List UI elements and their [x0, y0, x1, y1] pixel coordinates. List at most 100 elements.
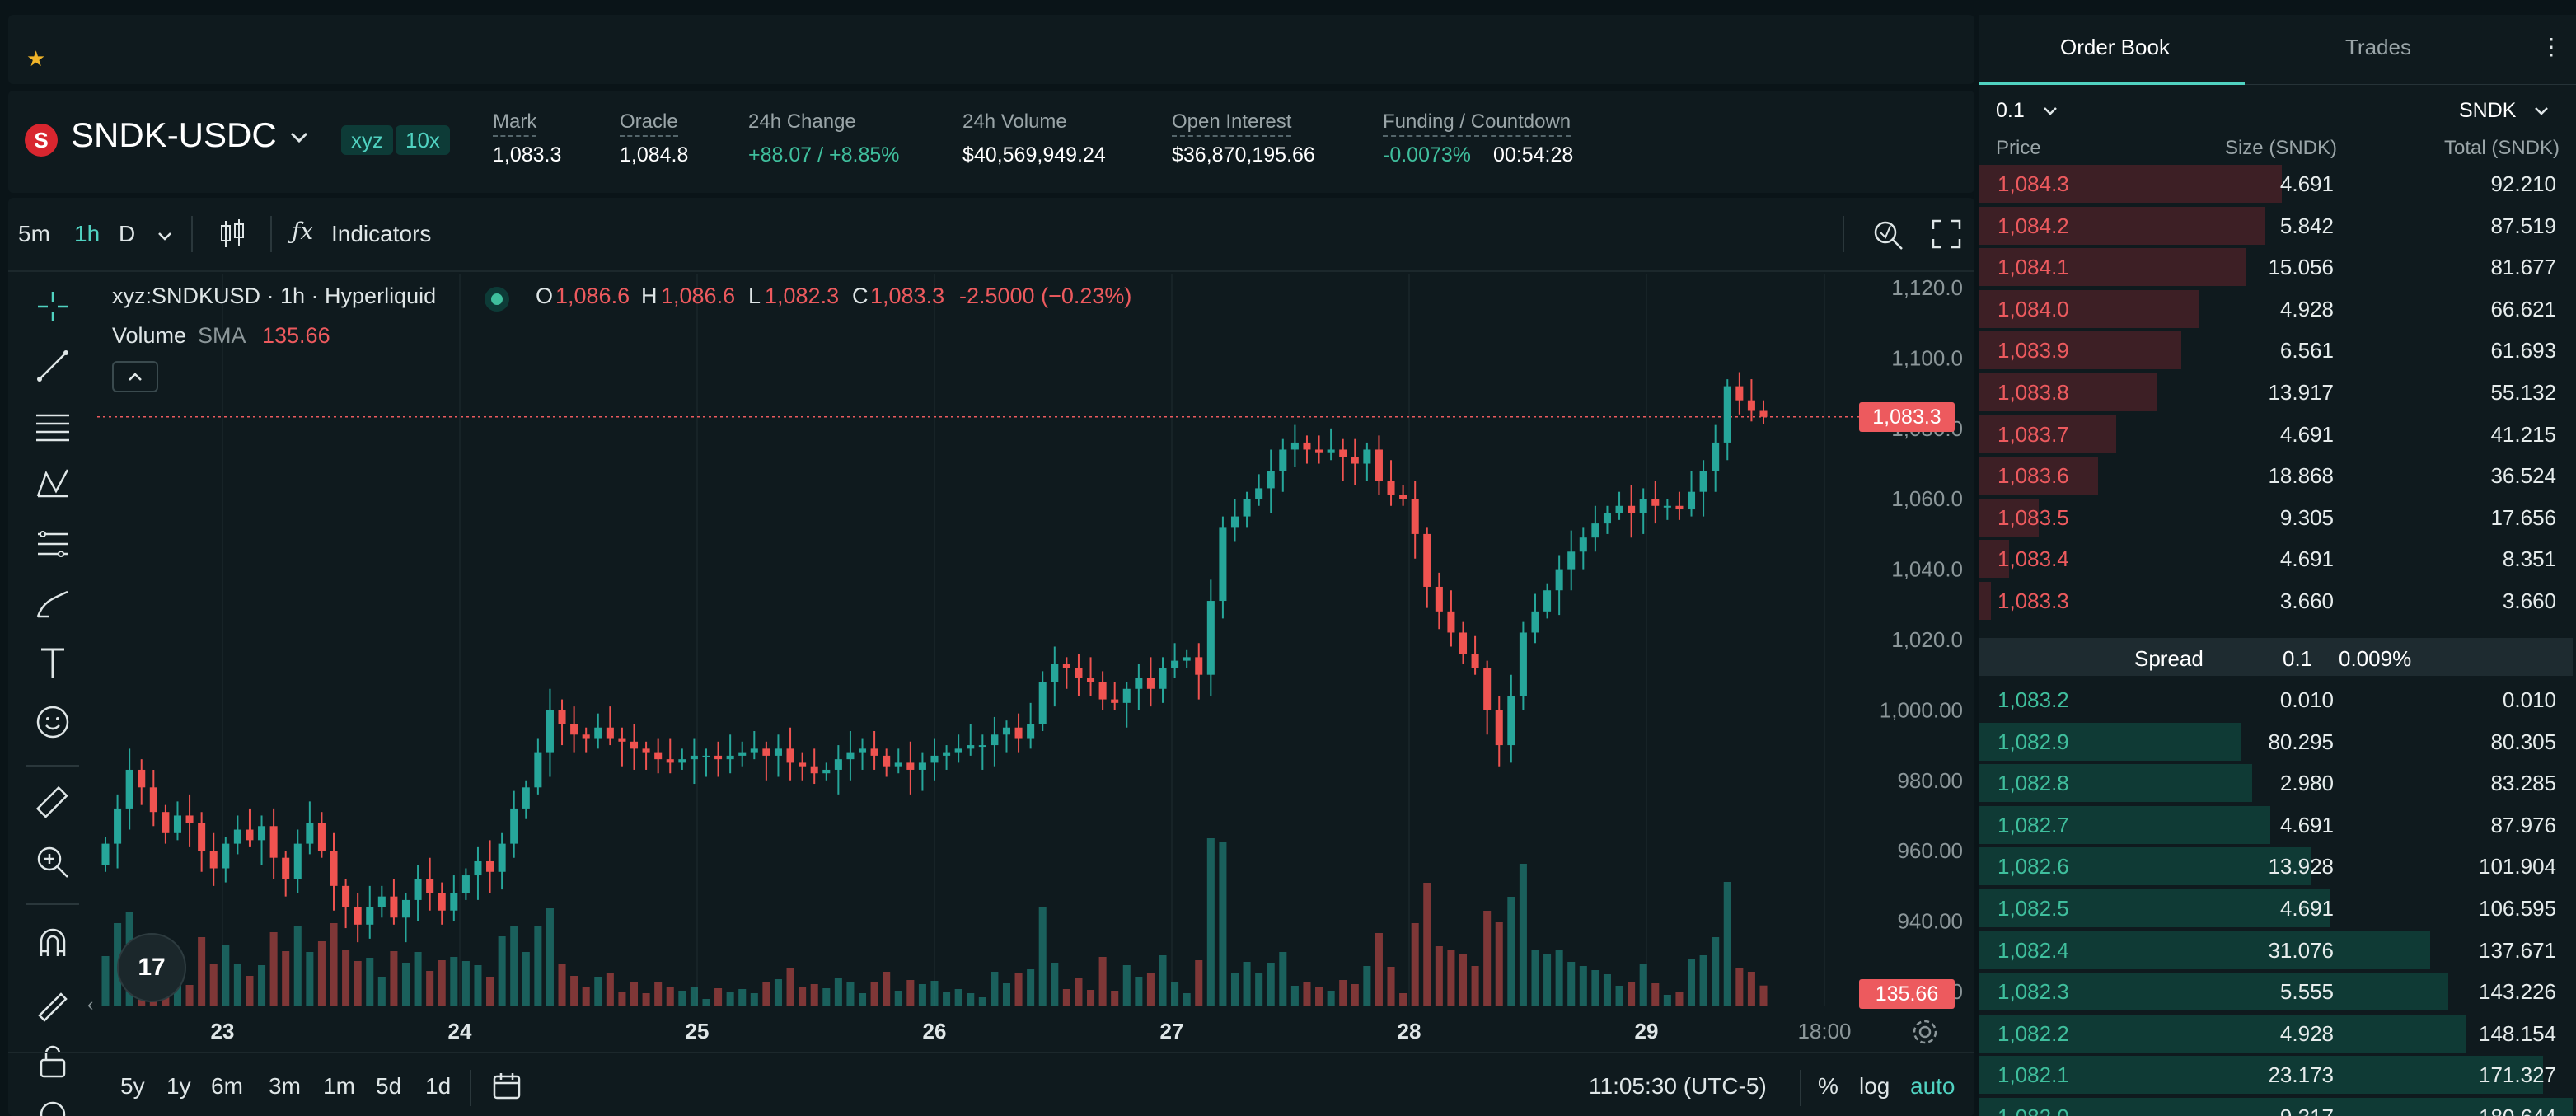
prediction-tool-icon[interactable] — [31, 523, 74, 565]
ask-row[interactable]: 1,083.3 3.660 3.660 — [1979, 580, 2573, 621]
indicators-button[interactable]: Indicators — [331, 221, 432, 246]
candles-icon[interactable] — [214, 216, 251, 252]
emoji-tool-icon[interactable] — [31, 701, 74, 743]
range-1m[interactable]: 1m — [323, 1073, 355, 1099]
interval-5m[interactable]: 5m — [18, 221, 50, 246]
clock-time[interactable]: 11:05:30 (UTC-5) — [1589, 1073, 1767, 1099]
ask-row[interactable]: 1,083.5 9.305 17.656 — [1979, 497, 2573, 538]
spread-row: Spread 0.1 0.009% — [1979, 638, 2573, 676]
candle — [510, 808, 518, 844]
candle — [1303, 442, 1311, 450]
bid-size: 0.010 — [2279, 687, 2334, 712]
chevron-down-icon[interactable] — [285, 124, 313, 152]
bid-row[interactable]: 1,082.1 23.173 171.327 — [1979, 1054, 2573, 1095]
collapse-legend-button[interactable] — [112, 361, 158, 392]
tab-trades[interactable]: Trades — [2345, 35, 2411, 59]
candle — [738, 752, 747, 756]
candle — [1447, 611, 1455, 633]
bid-total: 80.305 — [2490, 729, 2556, 754]
pair-selector[interactable]: SNDK-USDC — [71, 115, 277, 154]
unit-select[interactable]: SNDK — [2459, 99, 2517, 122]
price-tick-label: 1,000.00 — [1880, 697, 1963, 722]
range-5y[interactable]: 5y — [120, 1073, 145, 1099]
log-toggle[interactable]: log — [1859, 1073, 1890, 1099]
auto-toggle[interactable]: auto — [1910, 1073, 1955, 1099]
range-1d[interactable]: 1d — [425, 1073, 452, 1099]
candle — [1122, 688, 1131, 703]
bid-row[interactable]: 1,082.3 5.555 143.226 — [1979, 971, 2573, 1012]
volume-bar — [1483, 911, 1492, 1006]
settings-gear-icon[interactable] — [1910, 1017, 1940, 1047]
candle — [1002, 727, 1010, 735]
ruler-tool-icon[interactable] — [31, 781, 74, 824]
ask-row[interactable]: 1,084.2 5.842 87.519 — [1979, 205, 2573, 246]
collapse-toolbar-icon[interactable]: ‹ — [87, 994, 94, 1015]
fullscreen-icon[interactable] — [1928, 216, 1965, 252]
more-options-icon[interactable]: ⋮ — [2540, 34, 2563, 59]
interval-1h[interactable]: 1h — [74, 221, 101, 246]
tradingview-logo[interactable]: 17 — [117, 933, 186, 1002]
star-icon[interactable]: ★ — [26, 46, 46, 71]
range-3m[interactable]: 3m — [269, 1073, 301, 1099]
candle — [967, 745, 975, 749]
bid-row[interactable]: 1,082.8 2.980 83.285 — [1979, 762, 2573, 804]
ask-row[interactable]: 1,084.3 4.691 92.210 — [1979, 163, 2573, 204]
eye-icon[interactable] — [31, 1093, 74, 1116]
volume-bar — [570, 976, 578, 1006]
ask-row[interactable]: 1,083.6 18.868 36.524 — [1979, 455, 2573, 496]
zoom-in-icon[interactable] — [31, 841, 74, 884]
text-tool-icon[interactable] — [31, 641, 74, 684]
tab-order-book[interactable]: Order Book — [2060, 35, 2170, 59]
bid-row[interactable]: 1,082.6 13.928 101.904 — [1979, 846, 2573, 887]
trend-line-tool-icon[interactable] — [31, 345, 74, 387]
crosshair-tool-icon[interactable] — [31, 285, 74, 328]
candle — [1051, 664, 1059, 682]
bid-row[interactable]: 1,082.2 4.928 148.154 — [1979, 1013, 2573, 1054]
fib-tool-icon[interactable] — [31, 404, 74, 447]
oracle-value: 1,084.8 — [620, 143, 689, 166]
calendar-range-icon[interactable] — [489, 1070, 526, 1103]
bid-size: 5.555 — [2279, 979, 2334, 1005]
favorites-bar: ★ — [8, 15, 1974, 84]
candle — [1628, 505, 1636, 513]
lock-drawing-icon[interactable] — [31, 981, 74, 1024]
bid-row[interactable]: 1,082.4 31.076 137.671 — [1979, 930, 2573, 971]
percent-toggle[interactable]: % — [1818, 1073, 1838, 1099]
brush-tool-icon[interactable] — [31, 582, 74, 625]
magnet-icon[interactable] — [31, 921, 74, 964]
chevron-down-icon[interactable] — [155, 227, 175, 244]
chevron-down-icon[interactable] — [2532, 102, 2551, 119]
bid-row[interactable]: 1,082.7 4.691 87.976 — [1979, 804, 2573, 846]
candle — [330, 851, 338, 886]
bid-row[interactable]: 1,082.0 9.317 180.644 — [1979, 1096, 2573, 1116]
ask-row[interactable]: 1,084.1 15.056 81.677 — [1979, 246, 2573, 288]
range-1y[interactable]: 1y — [166, 1073, 191, 1099]
tick-size-select[interactable]: 0.1 — [1996, 99, 2025, 122]
volume-bar — [954, 989, 962, 1006]
zoom-cursor-icon[interactable] — [1869, 214, 1909, 254]
pattern-tool-icon[interactable] — [31, 463, 74, 506]
chevron-down-icon[interactable] — [2040, 102, 2060, 119]
bid-row[interactable]: 1,082.9 80.295 80.305 — [1979, 721, 2573, 762]
candle — [702, 755, 710, 757]
volume-bar — [1712, 937, 1720, 1006]
interval-d[interactable]: D — [119, 221, 136, 246]
candle — [1591, 523, 1599, 538]
ask-row[interactable]: 1,083.4 4.691 8.351 — [1979, 538, 2573, 579]
bid-row[interactable]: 1,082.5 4.691 106.595 — [1979, 888, 2573, 929]
leverage-tag[interactable]: 10x — [396, 125, 450, 155]
ask-row[interactable]: 1,083.8 13.917 55.132 — [1979, 372, 2573, 413]
ask-price: 1,083.5 — [1998, 504, 2069, 530]
legend-close: 1,083.3 — [870, 284, 945, 308]
range-6m[interactable]: 6m — [211, 1073, 243, 1099]
candle — [1327, 449, 1335, 453]
fx-icon[interactable]: ƒx — [292, 218, 314, 245]
bid-row[interactable]: 1,083.2 0.010 0.010 — [1979, 679, 2573, 720]
last-price-tag: 1,083.3 — [1859, 401, 1955, 432]
range-5d[interactable]: 5d — [376, 1073, 402, 1099]
ask-row[interactable]: 1,083.9 6.561 61.693 — [1979, 330, 2573, 371]
ask-row[interactable]: 1,083.7 4.691 41.215 — [1979, 414, 2573, 455]
ask-price: 1,084.3 — [1998, 171, 2069, 196]
ask-price: 1,083.9 — [1998, 338, 2069, 363]
ask-row[interactable]: 1,084.0 4.928 66.621 — [1979, 288, 2573, 330]
